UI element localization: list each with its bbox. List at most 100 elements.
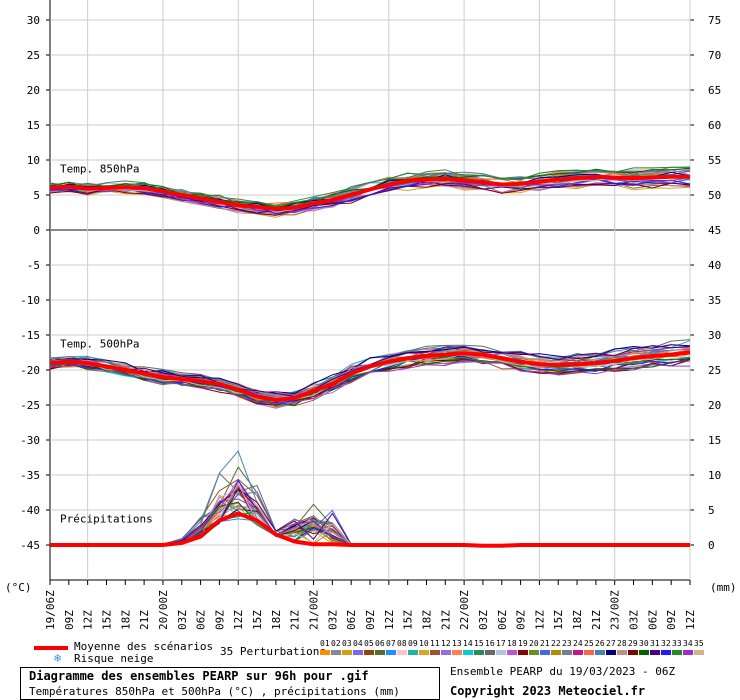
- member-swatch: [375, 650, 385, 655]
- member-number: 03: [342, 639, 352, 648]
- member-swatch: [441, 650, 451, 655]
- member-swatch: [683, 650, 693, 655]
- x-tick-label: 03Z: [477, 610, 490, 630]
- member-swatch: [628, 650, 638, 655]
- x-tick-label: 15Z: [402, 610, 415, 630]
- snowflake-icon: ❄: [54, 651, 62, 665]
- right-tick-label: 10: [708, 469, 721, 482]
- panel-label-precip: Précipitations: [60, 513, 153, 526]
- member-number: 14: [463, 639, 473, 648]
- right-tick-label: 5: [708, 504, 715, 517]
- member-swatch: [694, 650, 704, 655]
- x-tick-label: 09Z: [515, 610, 528, 630]
- x-tick-label: 03Z: [628, 610, 641, 630]
- mean-line: [49, 174, 690, 212]
- left-axis-unit: (°C): [5, 581, 32, 594]
- member-number: 10: [419, 639, 429, 648]
- right-tick-label: 55: [708, 154, 721, 167]
- left-tick-label: -45: [20, 539, 40, 552]
- precip-member-line: [50, 450, 691, 546]
- right-tick-label: 40: [708, 259, 721, 272]
- copyright: Copyright 2023 Meteociel.fr: [450, 684, 646, 698]
- member-number: 05: [364, 639, 374, 648]
- member-number: 17: [496, 639, 506, 648]
- x-tick-label: 12Z: [82, 610, 95, 630]
- right-tick-label: 75: [708, 14, 721, 27]
- member-number: 13: [452, 639, 462, 648]
- right-tick-label: 65: [708, 84, 721, 97]
- x-tick-label: 21Z: [439, 610, 452, 630]
- x-tick-label: 21Z: [590, 610, 603, 630]
- member-swatch: [507, 650, 517, 655]
- snow-legend-label: Risque neige: [74, 652, 154, 665]
- x-tick-label: 06Z: [195, 610, 208, 630]
- mean-line: [49, 350, 691, 403]
- member-numbers: 01 02 03 04 05 06 07 08 09 10 11 12 13 14 15 16 17 18 19 20…: [320, 639, 705, 648]
- member-number: 20: [529, 639, 539, 648]
- left-tick-label: -40: [20, 504, 40, 517]
- left-tick-label: -15: [20, 329, 40, 342]
- member-swatch: [386, 650, 396, 655]
- member-number: 34: [683, 639, 693, 648]
- member-number: 29: [628, 639, 638, 648]
- x-tick-label: 12Z: [684, 610, 697, 630]
- member-swatch: [584, 650, 594, 655]
- right-tick-label: 45: [708, 224, 721, 237]
- member-number: 15: [474, 639, 484, 648]
- x-tick-label: 09Z: [63, 610, 76, 630]
- member-number: 30: [639, 639, 649, 648]
- member-swatch: [408, 650, 418, 655]
- run-info: Ensemble PEARP du 19/03/2023 - 06Z: [450, 665, 676, 678]
- perturbations-label: 35 Perturbations: [220, 645, 326, 658]
- member-number: 32: [661, 639, 671, 648]
- right-tick-label: 35: [708, 294, 721, 307]
- member-swatch: [397, 650, 407, 655]
- member-swatch: [463, 650, 473, 655]
- member-number: 25: [584, 639, 594, 648]
- x-tick-label: 22/00Z: [458, 590, 471, 630]
- right-tick-label: 60: [708, 119, 721, 132]
- member-swatch: [518, 650, 528, 655]
- member-number: 16: [485, 639, 495, 648]
- member-number: 07: [386, 639, 396, 648]
- member-number: 06: [375, 639, 385, 648]
- member-swatch: [650, 650, 660, 655]
- member-number: 09: [408, 639, 418, 648]
- x-tick-label: 23/00Z: [609, 590, 622, 630]
- left-tick-label: 15: [27, 119, 40, 132]
- left-tick-label: -30: [20, 434, 40, 447]
- x-tick-label: 12Z: [383, 610, 396, 630]
- member-number: 12: [441, 639, 451, 648]
- member-number: 01: [320, 639, 330, 648]
- left-tick-label: 25: [27, 49, 40, 62]
- x-tick-label: 09Z: [213, 610, 226, 630]
- member-swatch: [529, 650, 539, 655]
- member-swatch: [430, 650, 440, 655]
- right-tick-label: 20: [708, 399, 721, 412]
- left-tick-label: 0: [33, 224, 40, 237]
- member-line: [50, 359, 691, 405]
- x-tick-label: 19/06Z: [44, 590, 57, 630]
- x-tick-label: 09Z: [364, 610, 377, 630]
- member-swatch: [595, 650, 605, 655]
- member-swatch: [573, 650, 583, 655]
- member-number: 23: [562, 639, 572, 648]
- member-line: [49, 178, 691, 215]
- footer-title-box: Diagramme des ensembles PEARP sur 96h po…: [20, 667, 440, 700]
- member-number: 08: [397, 639, 407, 648]
- x-tick-label: 18Z: [270, 610, 283, 630]
- left-tick-label: -25: [20, 399, 40, 412]
- left-tick-label: 10: [27, 154, 40, 167]
- x-tick-label: 15Z: [251, 610, 264, 630]
- left-tick-label: 20: [27, 84, 40, 97]
- plot-frame: [49, 0, 691, 581]
- member-swatch: [353, 650, 363, 655]
- member-number: 11: [430, 639, 440, 648]
- member-number: 28: [617, 639, 627, 648]
- left-tick-label: 5: [33, 189, 40, 202]
- left-tick-label: -10: [20, 294, 40, 307]
- x-tick-label: 12Z: [232, 610, 245, 630]
- x-tick-label: 15Z: [100, 610, 113, 630]
- mean-legend-swatch: [34, 646, 68, 650]
